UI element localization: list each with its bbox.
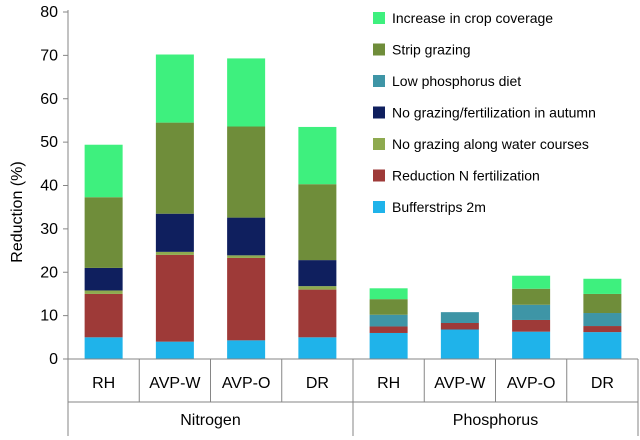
legend-swatch	[373, 106, 385, 119]
bar-segment	[155, 213, 194, 252]
bar-segment	[298, 260, 337, 287]
bar-segment	[512, 304, 551, 320]
y-tick-label: 20	[40, 264, 58, 281]
bar-segment	[298, 184, 337, 261]
legend-swatch	[373, 138, 385, 150]
y-tick-label: 10	[40, 308, 58, 325]
bar-segment	[512, 319, 551, 332]
y-tick-label: 60	[40, 91, 58, 108]
legend-label: Increase in crop coverage	[392, 10, 553, 26]
bar-segment	[583, 293, 622, 314]
bar-segment	[369, 288, 408, 300]
bar-segment	[369, 326, 408, 333]
bar-segment	[369, 332, 408, 359]
bar-segment	[583, 278, 622, 294]
x-tick-label: AVP-W	[149, 375, 201, 392]
x-tick-label: DR	[306, 375, 329, 392]
y-tick-label: 70	[40, 47, 58, 64]
x-tick-label: DR	[591, 375, 614, 392]
x-tick-label: RH	[92, 375, 115, 392]
legend-swatch	[373, 201, 385, 213]
legend-label: Reduction N fertilization	[392, 168, 540, 184]
bar-segment	[227, 58, 266, 127]
group-label: Nitrogen	[180, 412, 240, 429]
bar-segment	[227, 340, 266, 359]
x-tick-label: AVP-O	[222, 375, 271, 392]
legend-label: Bufferstrips 2m	[392, 199, 486, 215]
legend-swatch	[373, 12, 385, 24]
bar-segment	[298, 337, 337, 359]
x-tick-label: AVP-O	[507, 375, 556, 392]
legend: Increase in crop coverage Strip grazing Lo…	[373, 10, 596, 215]
bar-segment	[155, 341, 194, 359]
legend-label: Strip grazing	[392, 42, 471, 58]
bar-segment	[298, 286, 337, 290]
axes: 0 10 20 30 40 50 60 70 80 RH AVP-W AVP-O DR RH AVP-W AV…	[40, 4, 639, 436]
y-tick-label: 40	[40, 178, 58, 195]
bar-segment	[84, 267, 123, 291]
y-axis-label: Reduction (%)	[9, 161, 26, 262]
bar-segment	[84, 290, 123, 294]
bar-segment	[227, 126, 266, 218]
plot-area	[84, 54, 622, 359]
y-tick-label: 0	[49, 351, 58, 368]
bar-segment	[84, 144, 123, 198]
bar-segment	[440, 329, 479, 359]
bar-segment	[84, 337, 123, 359]
bar-segment	[84, 293, 123, 338]
bar-segment	[512, 288, 551, 305]
legend-label: No grazing/fertilization in autumn	[392, 105, 596, 121]
bar-segment	[227, 255, 266, 258]
bar-segment	[512, 275, 551, 289]
group-label: Phosphorus	[453, 412, 538, 429]
bar-segment	[583, 326, 622, 333]
bar-segment	[440, 322, 479, 330]
bar-segment	[369, 314, 408, 327]
legend-label: Low phosphorus diet	[392, 73, 521, 89]
y-tick-label: 80	[40, 4, 58, 21]
x-tick-label: AVP-W	[434, 375, 486, 392]
bar-segment	[227, 257, 266, 341]
bar-segment	[583, 332, 622, 359]
bar-segment	[155, 122, 194, 214]
legend-swatch	[373, 169, 385, 182]
bar-segment	[369, 299, 408, 315]
y-tick-label: 50	[40, 134, 58, 151]
x-tick-label: RH	[377, 375, 400, 392]
bar-segment	[155, 254, 194, 342]
bar-segment	[84, 197, 123, 268]
bar-segment	[155, 251, 194, 255]
legend-label: No grazing along water courses	[392, 136, 589, 152]
legend-swatch	[373, 75, 385, 87]
bar-segment	[583, 313, 622, 327]
bar-segment	[298, 126, 337, 185]
bar-segment	[440, 312, 479, 323]
bar-segment	[155, 54, 194, 123]
bar-segment	[298, 289, 337, 338]
bar-segment	[512, 331, 551, 359]
legend-swatch	[373, 43, 385, 56]
y-tick-label: 30	[40, 221, 58, 238]
bar-segment	[227, 217, 266, 256]
